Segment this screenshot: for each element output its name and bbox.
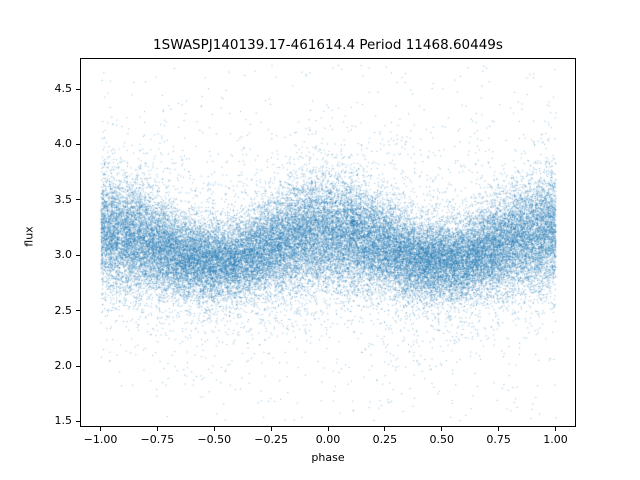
- x-tick-label: −1.00: [83, 433, 118, 446]
- x-tick-label: 0.50: [429, 433, 455, 446]
- y-tick-label: 4.5: [54, 82, 73, 96]
- x-tick-mark: [441, 427, 443, 431]
- x-tick-mark: [99, 427, 101, 431]
- x-tick-label: 0.25: [372, 433, 398, 446]
- x-tick-mark: [213, 427, 215, 431]
- x-tick-label: −0.75: [140, 433, 175, 446]
- y-tick-label: 3.0: [54, 248, 73, 262]
- y-tick-label: 4.0: [54, 137, 73, 151]
- y-tick-mark: [76, 88, 80, 90]
- x-tick-label: 0.75: [486, 433, 511, 446]
- y-tick-mark: [76, 254, 80, 256]
- x-tick-label: −0.25: [254, 433, 288, 446]
- x-tick-mark: [498, 427, 500, 431]
- y-tick-mark: [76, 420, 80, 422]
- chart-title: 1SWASPJ140139.17-461614.4 Period 11468.6…: [153, 37, 503, 53]
- x-tick-mark: [156, 427, 158, 431]
- y-tick-mark: [76, 365, 80, 367]
- y-tick-mark: [76, 310, 80, 312]
- x-tick-mark: [270, 427, 272, 431]
- x-tick-label: −0.50: [197, 433, 232, 446]
- x-axis-label: phase: [311, 451, 345, 464]
- y-tick-label: 2.5: [54, 303, 73, 317]
- x-tick-mark: [327, 427, 329, 431]
- x-tick-mark: [555, 427, 557, 431]
- x-tick-label: 0.00: [315, 433, 341, 446]
- y-tick-mark: [76, 199, 80, 201]
- y-axis-label: flux: [22, 226, 36, 247]
- y-tick-label: 2.0: [54, 359, 73, 373]
- y-tick-label: 3.5: [54, 192, 73, 206]
- x-tick-label: 1.00: [543, 433, 568, 446]
- y-tick-mark: [76, 143, 80, 145]
- y-tick-label: 1.5: [54, 414, 73, 428]
- x-tick-mark: [384, 427, 386, 431]
